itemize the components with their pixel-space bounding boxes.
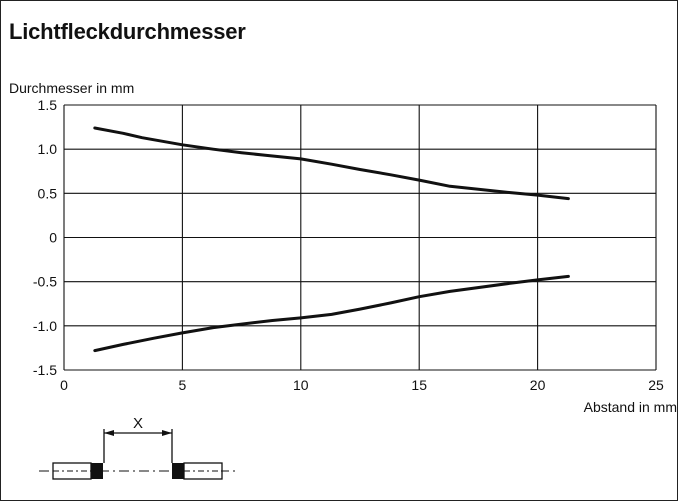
- dimension-arrow-left: [104, 430, 114, 436]
- y-tick-label: 0.5: [38, 185, 58, 201]
- x-tick-label: 20: [530, 377, 546, 393]
- x-tick-label: 10: [293, 377, 309, 393]
- series-lines: [93, 126, 570, 353]
- x-axis-label: Abstand in mm: [583, 399, 677, 415]
- y-tick-label: 1.0: [38, 141, 58, 157]
- y-tick-label: 0: [49, 230, 57, 246]
- dimension-arrow-right: [162, 430, 172, 436]
- distance-diagram: X: [39, 415, 239, 480]
- tick-labels: 1.51.00.50-0.5-1.0-1.50 5 10 15 20 25: [33, 97, 664, 393]
- y-tick-label: -1.0: [33, 318, 57, 334]
- series-line-2: [93, 274, 570, 353]
- x-tick-label: 5: [179, 377, 187, 393]
- x-tick-label: 15: [411, 377, 427, 393]
- x-tick-label: 0: [60, 377, 68, 393]
- dimension-label: X: [133, 415, 143, 432]
- series-line-1: [93, 126, 570, 201]
- grid: [63, 104, 657, 371]
- y-tick-label: -1.5: [33, 362, 57, 378]
- sender-lens: [91, 463, 103, 479]
- chart-title: Lichtfleckdurchmesser: [9, 19, 246, 44]
- x-tick-label: 25: [648, 377, 664, 393]
- y-axis-label: Durchmesser in mm: [9, 80, 135, 96]
- receiver-lens: [172, 463, 184, 479]
- y-tick-label: -0.5: [33, 274, 57, 290]
- y-tick-label: 1.5: [38, 97, 58, 113]
